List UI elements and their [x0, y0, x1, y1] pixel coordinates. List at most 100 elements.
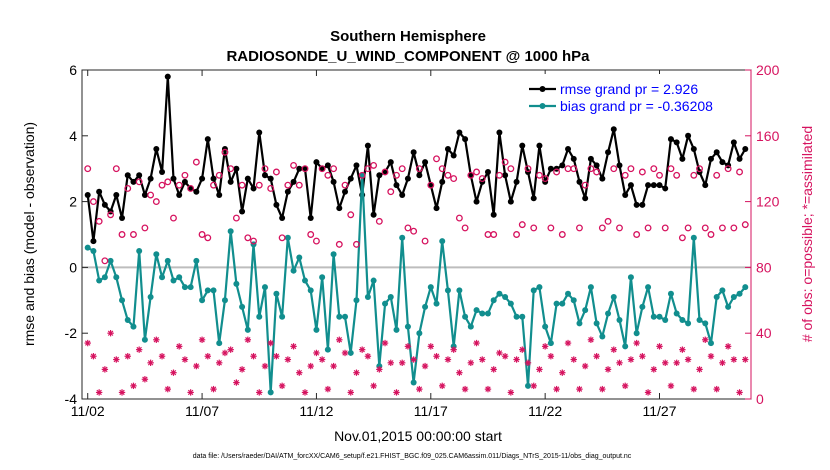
obs-assimilated-point: [467, 359, 475, 367]
obs-possible-point: [513, 231, 521, 238]
obs-assimilated-point: [713, 385, 720, 393]
rmse-point: [313, 159, 320, 166]
bias-point: [525, 382, 531, 389]
obs-possible-point: [684, 224, 692, 232]
bias-point: [582, 307, 589, 314]
obs-possible-point: [730, 224, 738, 232]
rmse-point: [467, 172, 474, 179]
obs-assimilated-point: [267, 339, 274, 347]
bias-point: [587, 284, 594, 291]
obs-possible-point: [450, 175, 458, 183]
rmse-point: [639, 201, 646, 208]
obs-assimilated-point: [639, 353, 646, 360]
bias-point: [736, 290, 743, 297]
legend-marker-1: [539, 103, 546, 109]
rmse-point: [319, 165, 326, 172]
obs-assimilated-point: [484, 385, 492, 393]
y-tick-label: 6: [69, 62, 77, 78]
bias-point: [679, 317, 686, 324]
obs-assimilated-point: [216, 359, 223, 367]
obs-possible-point: [232, 214, 240, 222]
rmse-point: [284, 188, 291, 195]
obs-possible-point: [107, 211, 115, 219]
rmse-point: [719, 159, 726, 166]
obs-assimilated-point: [256, 389, 263, 396]
rmse-point: [124, 172, 131, 179]
obs-assimilated-point: [393, 389, 400, 396]
obs-possible-point: [621, 171, 629, 179]
obs-possible-point: [461, 224, 469, 232]
bias-point: [622, 343, 629, 350]
rmse-point: [244, 175, 251, 182]
rmse-point: [353, 162, 360, 169]
obs-assimilated-point: [176, 343, 183, 350]
bias-point: [490, 297, 497, 304]
bias-point: [433, 300, 440, 307]
obs-assimilated-point: [644, 389, 652, 396]
bias-point: [696, 317, 703, 324]
obs-possible-point: [736, 168, 744, 176]
rmse-point: [273, 201, 280, 208]
series-obs-possible: [84, 148, 749, 265]
rmse-point: [416, 172, 423, 179]
obs-assimilated-point: [95, 389, 103, 396]
obs-possible-point: [427, 181, 435, 189]
bias-point: [364, 294, 371, 301]
obs-possible-point: [135, 178, 143, 186]
rmse-point: [393, 182, 400, 189]
rmse-point: [370, 211, 377, 218]
obs-assimilated-point: [307, 362, 314, 370]
obs-assimilated-point: [381, 339, 389, 347]
obs-possible-point: [667, 165, 675, 173]
obs-possible-point: [101, 257, 109, 265]
rmse-point: [324, 162, 331, 169]
obs-possible-point: [673, 171, 681, 179]
obs-possible-point: [181, 171, 189, 179]
obs-assimilated-point: [410, 356, 417, 363]
rmse-point: [730, 139, 737, 146]
obs-assimilated-point: [564, 339, 572, 347]
rmse-point: [656, 182, 663, 189]
series-obs-assimilated: [84, 330, 749, 396]
obs-possible-point: [238, 181, 246, 189]
bias-point: [410, 379, 417, 386]
obs-possible-point: [381, 168, 389, 176]
bias-point: [404, 323, 411, 330]
rmse-point: [90, 238, 97, 245]
obs-possible-point: [210, 181, 217, 189]
obs-possible-point: [593, 168, 601, 176]
obs-assimilated-point: [198, 336, 206, 343]
bias-point: [462, 313, 469, 320]
x-tick-label: 11/22: [528, 403, 562, 419]
bias-point: [730, 294, 737, 301]
bias-point: [427, 284, 434, 291]
bias-point: [639, 303, 646, 310]
obs-assimilated-point: [341, 349, 349, 357]
chart-title: Southern Hemisphere: [330, 28, 486, 45]
x-tick-label: 11/07: [185, 403, 219, 419]
obs-possible-point: [335, 240, 343, 248]
y-axis-right-label: # of obs: o=possible; *=assimilated: [799, 126, 815, 342]
obs-assimilated-point: [101, 366, 109, 373]
obs-assimilated-point: [387, 359, 394, 367]
obs-possible-point: [398, 165, 406, 173]
obs-possible-point: [170, 214, 177, 222]
rmse-point: [290, 178, 297, 185]
bias-point: [479, 310, 486, 317]
obs-assimilated-point: [593, 353, 600, 360]
obs-possible-point: [387, 188, 395, 196]
bias-point: [324, 346, 331, 353]
obs-assimilated-point: [124, 353, 131, 360]
bias-point: [136, 247, 143, 254]
obs-possible-point: [124, 184, 132, 192]
rmse-point: [256, 129, 263, 136]
bias-point: [570, 297, 577, 304]
obs-assimilated-point: [456, 369, 463, 376]
rmse-point: [101, 201, 108, 208]
bias-point: [302, 277, 308, 284]
obs-assimilated-point: [604, 366, 612, 373]
bias-point: [507, 300, 514, 307]
obs-assimilated-point: [490, 366, 497, 373]
rmse-point: [159, 168, 166, 175]
obs-assimilated-point: [376, 366, 383, 373]
